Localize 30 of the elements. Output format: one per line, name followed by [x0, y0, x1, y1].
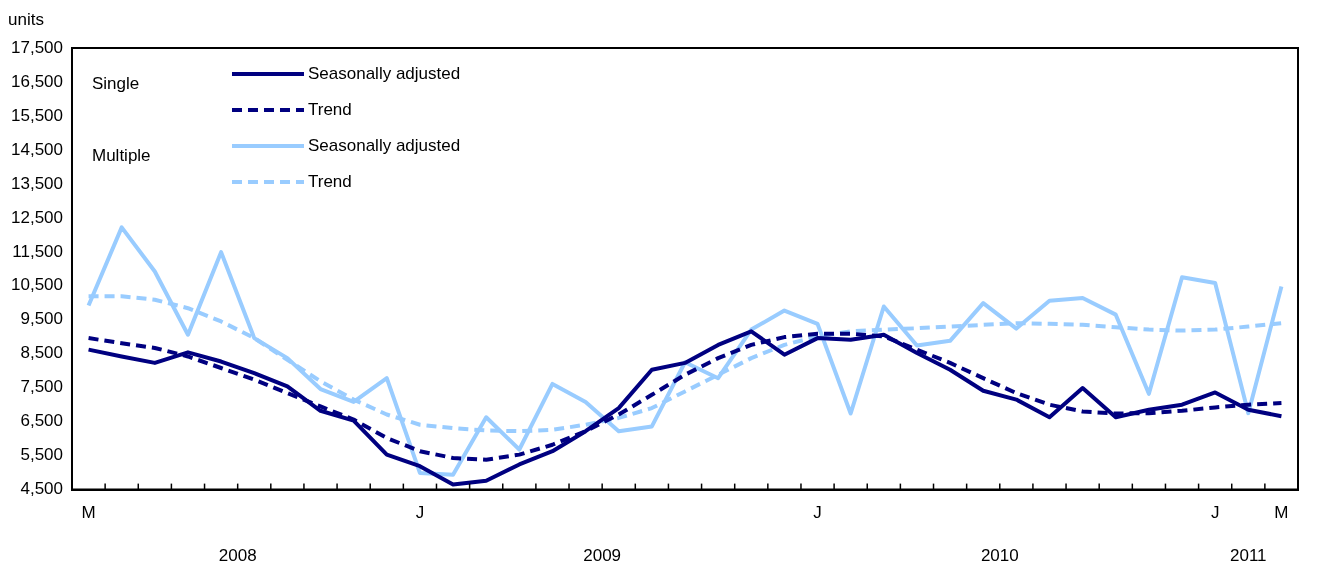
text: 2008: [218, 545, 257, 565]
y-tick-label: 8,500: [20, 343, 63, 363]
x-tick-label: J: [1210, 503, 1220, 523]
y-tick-label: 14,500: [11, 139, 63, 159]
y-tick-label: 13,500: [11, 173, 63, 193]
y-tick-label: 4,500: [20, 479, 63, 499]
y-tick-label: 10,500: [11, 275, 63, 295]
legend-label: Seasonally adjusted: [308, 63, 461, 83]
x-tick-label: M: [1274, 503, 1289, 523]
legend-label: Trend: [308, 171, 352, 191]
y-tick-label: 12,500: [11, 207, 63, 227]
y-tick-label: 6,500: [20, 411, 63, 431]
y-tick-label: 5,500: [20, 445, 63, 465]
legend-label: Trend: [308, 99, 352, 119]
y-tick-label: 15,500: [11, 105, 63, 125]
x-tick-label: J: [813, 503, 822, 523]
text: 2011: [1230, 545, 1267, 565]
y-tick-label: 17,500: [11, 37, 63, 57]
annotation: Multiple: [92, 146, 151, 166]
y-tick-label: 16,500: [11, 71, 63, 91]
y-axis-title: units: [8, 10, 44, 30]
y-tick-label: 7,500: [20, 377, 63, 397]
y-tick-label: 11,500: [12, 241, 63, 261]
y-tick-label: 9,500: [20, 309, 63, 329]
text: 2009: [583, 545, 622, 565]
text: 2010: [980, 545, 1019, 565]
x-tick-label: M: [81, 503, 96, 523]
legend-label: Seasonally adjusted: [308, 135, 461, 155]
annotation: Single: [92, 74, 140, 94]
x-tick-label: J: [415, 503, 425, 523]
